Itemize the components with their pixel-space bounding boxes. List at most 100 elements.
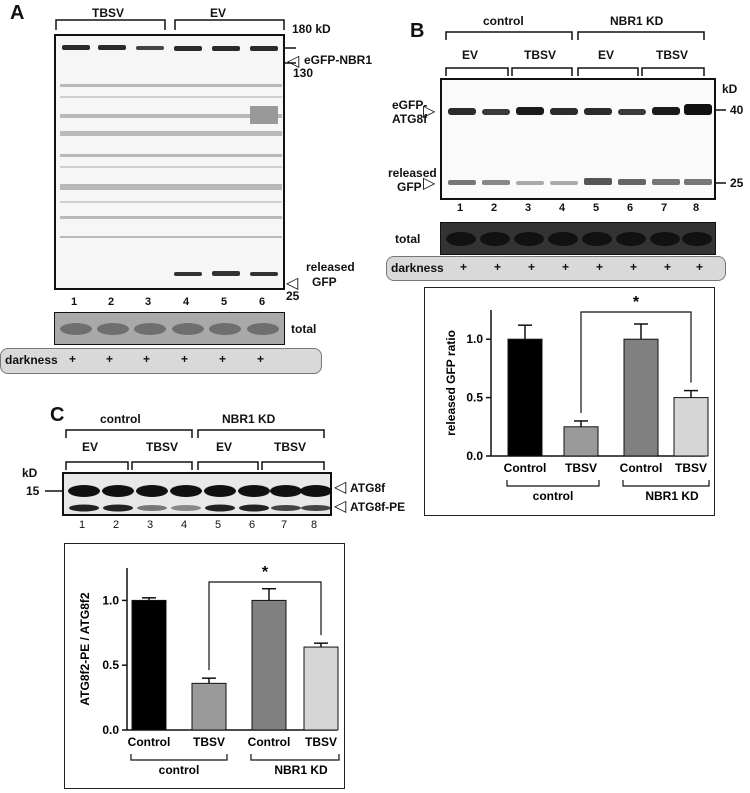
bar xyxy=(673,397,709,457)
group-label-ev: EV xyxy=(210,6,227,20)
lane-number: 6 xyxy=(258,296,266,308)
lane-number: 3 xyxy=(524,202,532,214)
marker-25: 25 xyxy=(286,289,300,303)
group-label-control: control xyxy=(483,14,524,28)
bar xyxy=(303,646,339,731)
chart-b-svg: released GFP ratio 0.0 0.5 1.0 Control TBSV Co… xyxy=(444,294,710,503)
lane-numbers-b: 1 2 3 4 5 6 7 8 xyxy=(440,202,716,218)
darkness-plus: + xyxy=(664,260,672,274)
subgroup-ev: EV xyxy=(598,48,615,62)
band-released: released xyxy=(306,260,355,274)
marker-ticks-b xyxy=(716,109,726,184)
panel-b-group-brackets xyxy=(445,31,705,76)
darkness-bar-b: darkness + + + + + + + + xyxy=(386,256,726,281)
x-tick-label: TBSV xyxy=(675,461,707,475)
darkness-plus: + xyxy=(143,352,151,366)
darkness-plus: + xyxy=(696,260,704,274)
x-tick-label: TBSV xyxy=(305,735,337,749)
band-atg8f: ATG8f xyxy=(350,481,386,495)
band-atg8f: ATG8f xyxy=(392,112,428,126)
lane-number: 7 xyxy=(280,519,288,531)
darkness-plus: + xyxy=(630,260,638,274)
x-tick-label: Control xyxy=(128,735,171,749)
band-egfp-nbr1: eGFP-NBR1 xyxy=(304,53,373,67)
group-label: control xyxy=(533,489,574,503)
lane-number: 1 xyxy=(78,519,86,531)
bar xyxy=(507,338,543,457)
band-gfp: GFP xyxy=(397,180,422,194)
y-tick-label: 1.0 xyxy=(102,593,119,607)
lane-number: 4 xyxy=(180,519,188,531)
bar xyxy=(563,426,599,457)
darkness-plus: + xyxy=(106,352,114,366)
kd-label-b: kD xyxy=(722,82,738,96)
marker-40: 40 xyxy=(730,103,744,117)
group-label-nbr1kd: NBR1 KD xyxy=(610,14,664,28)
band-arrow-icon: ▷ xyxy=(423,103,436,120)
darkness-plus: + xyxy=(596,260,604,274)
lane-numbers-c: 1 2 3 4 5 6 7 8 xyxy=(62,519,332,535)
bar xyxy=(191,682,227,731)
x-tick-label: Control xyxy=(248,735,291,749)
subgroup-tbsv: TBSV xyxy=(656,48,689,62)
marker-15: 15 xyxy=(26,484,40,498)
group-bracket xyxy=(250,754,340,761)
chart-c-frame: ATG8f2-PE / ATG8f2 0.0 0.5 1.0 Control TBSV Co… xyxy=(64,543,345,789)
y-tick-label: 0.5 xyxy=(466,391,483,405)
chart-c-svg: ATG8f2-PE / ATG8f2 0.0 0.5 1.0 Control TBSV Co… xyxy=(78,564,340,777)
band-arrow-icon: ◁ xyxy=(287,53,300,70)
lane-number: 1 xyxy=(70,296,78,308)
significance-bracket xyxy=(208,581,322,671)
panel-a-blot-bands xyxy=(60,45,282,276)
subgroup-tbsv: TBSV xyxy=(274,440,307,454)
marker-ticks-a xyxy=(284,47,296,64)
lane-number: 8 xyxy=(692,202,700,214)
panel-a-blot xyxy=(54,34,285,290)
y-tick-label: 0.0 xyxy=(102,723,119,737)
bar xyxy=(131,599,167,731)
darkness-plus: + xyxy=(562,260,570,274)
band-released: released xyxy=(388,166,437,180)
panel-c-blot xyxy=(62,472,332,516)
marker-25: 25 xyxy=(730,176,744,190)
x-tick-label: Control xyxy=(504,461,547,475)
lane-number: 5 xyxy=(220,296,228,308)
y-tick-label: 0.0 xyxy=(466,449,483,463)
total-bands-b xyxy=(446,232,712,246)
subgroup-ev: EV xyxy=(216,440,233,454)
lane-number: 2 xyxy=(112,519,120,531)
marker-tick-c xyxy=(45,490,63,492)
total-label-b: total xyxy=(395,232,421,246)
lane-number: 3 xyxy=(146,519,154,531)
lane-number: 6 xyxy=(626,202,634,214)
panel-a-total-blot xyxy=(54,312,285,345)
x-tick-label: TBSV xyxy=(193,735,225,749)
lane-number: 3 xyxy=(144,296,152,308)
lane-number: 2 xyxy=(490,202,498,214)
group-label-nbr1kd: NBR1 KD xyxy=(222,412,276,426)
chart-b-frame: released GFP ratio 0.0 0.5 1.0 Control TBSV Co… xyxy=(424,287,715,516)
y-tick-label: 0.5 xyxy=(102,658,119,672)
band-arrow-icon: ◁ xyxy=(334,498,347,515)
darkness-label-a: darkness xyxy=(5,353,58,367)
x-tick-label: TBSV xyxy=(565,461,597,475)
panel-b-blot xyxy=(440,78,716,200)
subgroup-tbsv: TBSV xyxy=(146,440,179,454)
panel-b-total-blot xyxy=(440,222,716,255)
subgroup-ev: EV xyxy=(82,440,99,454)
subgroup-ev: EV xyxy=(462,48,479,62)
bar xyxy=(623,338,659,457)
y-axis-label: released GFP ratio xyxy=(444,330,458,436)
lane-numbers-a: 1 2 3 4 5 6 xyxy=(54,296,285,312)
group-label: control xyxy=(159,763,200,777)
group-label: NBR1 KD xyxy=(645,489,699,503)
band-gfp: GFP xyxy=(312,275,337,289)
subgroup-tbsv: TBSV xyxy=(524,48,557,62)
band-egfp: eGFP- xyxy=(392,98,428,112)
group-label-tbsv: TBSV xyxy=(92,6,125,20)
darkness-bar-a: darkness + + + + + + xyxy=(0,348,322,374)
lane-number: 4 xyxy=(182,296,190,308)
y-tick-label: 1.0 xyxy=(466,332,483,346)
panel-a-letter: A xyxy=(10,2,25,24)
lane-number: 7 xyxy=(660,202,668,214)
